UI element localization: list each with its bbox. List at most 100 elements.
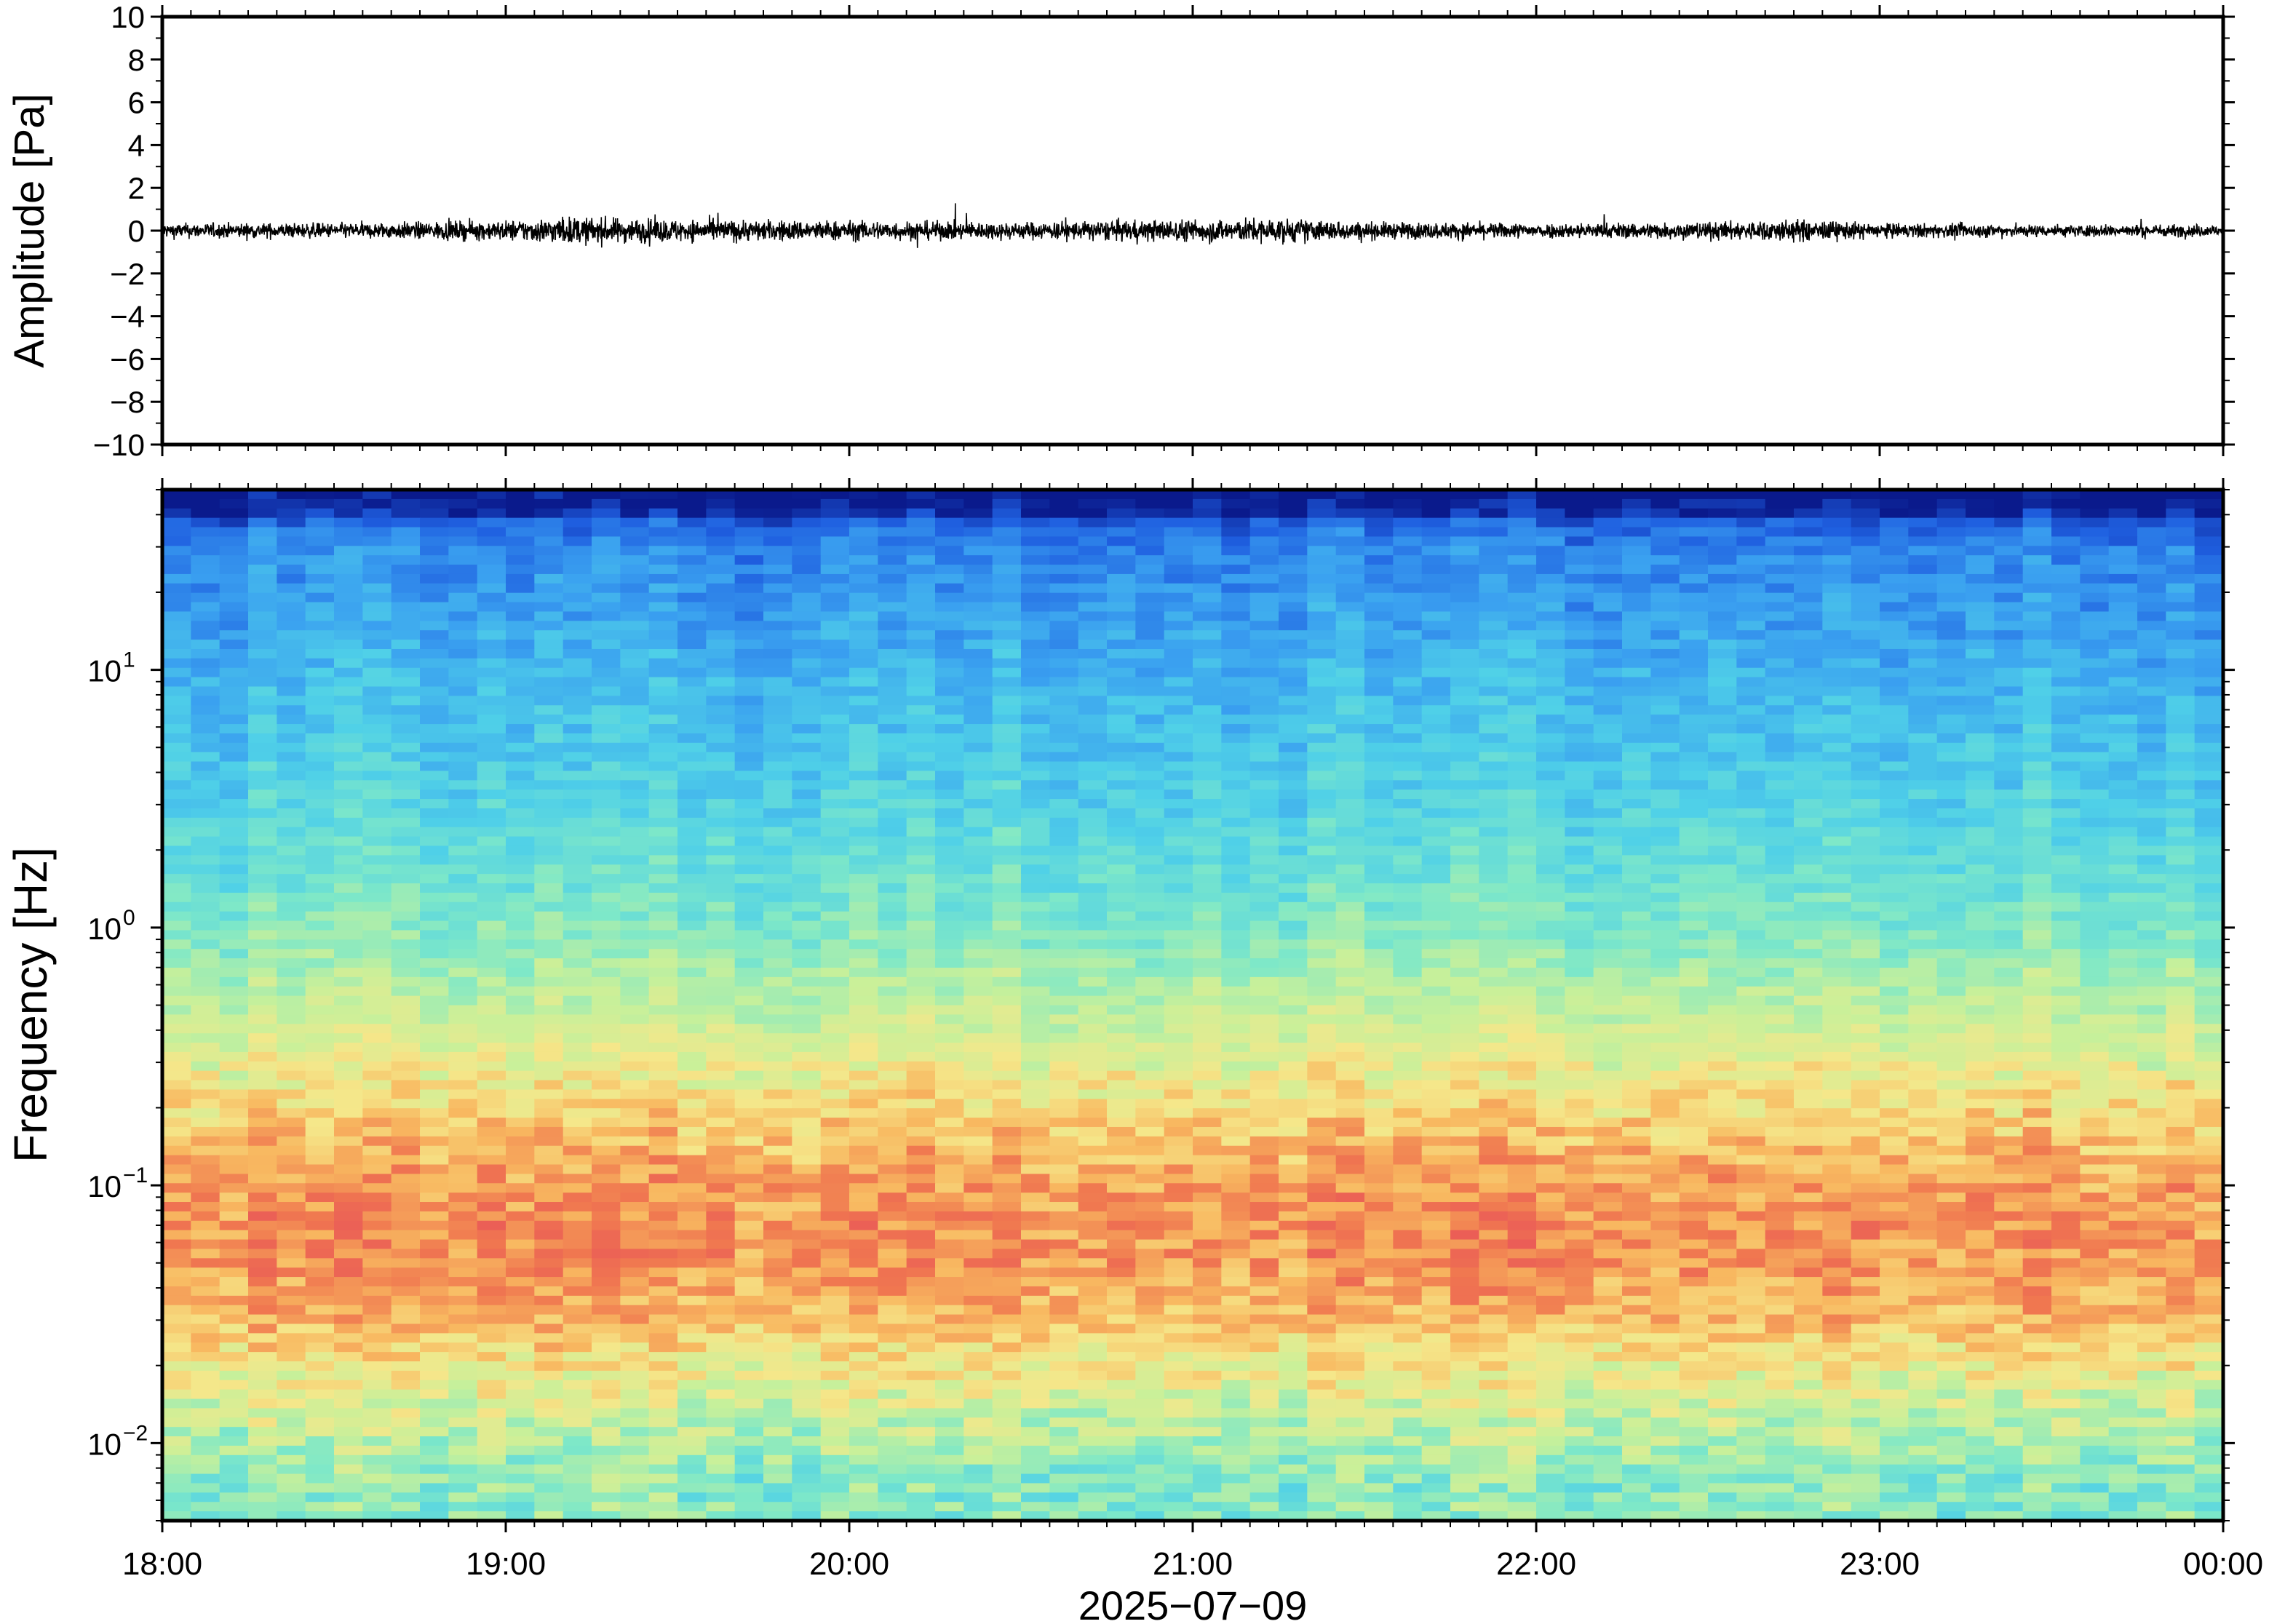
spectrogram-cell: [2194, 583, 2224, 594]
spectrogram-cell: [1393, 1089, 1423, 1100]
spectrogram-cell: [305, 752, 335, 763]
spectrogram-cell: [935, 799, 965, 809]
spectrogram-cell: [935, 658, 965, 669]
spectrogram-cell: [362, 1033, 392, 1043]
spectrogram-cell: [734, 855, 764, 866]
spectrogram-cell: [1135, 1099, 1165, 1109]
spectrogram-cell: [1221, 967, 1251, 978]
spectrogram-cell: [1307, 855, 1337, 866]
spectrogram-cell: [677, 883, 707, 893]
spectrogram-cell: [1021, 1080, 1051, 1091]
spectrogram-cell: [391, 864, 421, 875]
spectrogram-cell: [448, 958, 478, 968]
spectrogram-cell: [1794, 621, 1824, 632]
spectrogram-cell: [1307, 1099, 1337, 1109]
spectrogram-cell: [1078, 986, 1108, 997]
spectrogram-cell: [391, 827, 421, 837]
spectrogram-cell: [1994, 836, 2024, 847]
spectrogram-cell: [162, 939, 192, 950]
spectrogram-cell: [2194, 715, 2224, 725]
spectrogram-cell: [391, 508, 421, 519]
spectrogram-cell: [2194, 901, 2224, 912]
spectrogram-cell: [1966, 602, 1995, 613]
spectrogram-cell: [2108, 498, 2138, 509]
spectrogram-cell: [935, 752, 965, 763]
spectrogram-cell: [677, 930, 707, 941]
spectrogram-cell: [2137, 677, 2167, 688]
spectrogram-cell: [534, 490, 564, 500]
spectrogram-cell: [1908, 1051, 1938, 1062]
spectrogram-cell: [1193, 817, 1223, 828]
spectrogram-cell: [477, 517, 506, 528]
spectrogram-cell: [1908, 799, 1938, 809]
spectrogram-cell: [1593, 1099, 1623, 1109]
spectrogram-cell: [1851, 1005, 1880, 1016]
spectrogram-cell: [2022, 648, 2052, 659]
spectrogram-cell: [1565, 958, 1594, 968]
spectrogram-cell: [648, 874, 678, 884]
spectrogram-cell: [849, 1089, 879, 1100]
spectrogram-cell: [1421, 836, 1451, 847]
spectrogram-cell: [1966, 799, 1995, 809]
spectrogram-cell: [1393, 808, 1423, 819]
spectrogram-cell: [1107, 527, 1137, 538]
spectrogram-cell: [1650, 742, 1680, 753]
spectrogram-cell: [1822, 517, 1852, 528]
spectrogram-cell: [620, 761, 650, 772]
spectrogram-cell: [506, 976, 536, 987]
spectrogram-cell: [2194, 780, 2224, 791]
spectrogram-cell: [1936, 686, 1966, 697]
spectrogram-cell: [1593, 1024, 1623, 1034]
spectrogram-cell: [477, 920, 506, 931]
spectrogram-cell: [1622, 715, 1652, 725]
spectrogram-cell: [162, 546, 192, 556]
spectrogram-cell: [563, 1033, 592, 1043]
spectrogram-cell: [1021, 976, 1051, 987]
spectrogram-cell: [820, 705, 850, 715]
spectrogram-cell: [592, 817, 621, 828]
spectrogram-cell: [1107, 930, 1137, 941]
spectrogram-cell: [906, 836, 936, 847]
spectrogram-cell: [1565, 780, 1594, 791]
spectrogram-cell: [1049, 742, 1079, 753]
spectrogram-cell: [362, 1061, 392, 1072]
spectrogram-cell: [1078, 667, 1108, 678]
spectrogram-cell: [1021, 621, 1051, 632]
spectrogram-cell: [963, 827, 993, 837]
spectrogram-cell: [1908, 536, 1938, 547]
spectrogram-cell: [592, 1043, 621, 1053]
spectrogram-cell: [506, 1080, 536, 1091]
spectrogram-cell: [1279, 733, 1308, 744]
spectrogram-cell: [1221, 995, 1251, 1006]
spectrogram-cell: [1908, 789, 1938, 800]
spectrogram-cell: [1650, 555, 1680, 565]
spectrogram-cell: [1966, 827, 1995, 837]
spectrogram-cell: [248, 508, 278, 519]
spectrogram-cell: [219, 780, 249, 791]
spectrogram-cell: [592, 771, 621, 781]
spectrogram-cell: [906, 771, 936, 781]
spectrogram-cell: [1221, 808, 1251, 819]
spectrogram-cell: [620, 1024, 650, 1034]
spectrogram-cell: [277, 555, 306, 565]
spectrogram-cell: [1335, 939, 1365, 950]
spectrogram-cell: [248, 630, 278, 640]
spectrogram-cell: [1279, 696, 1308, 706]
spectrogram-cell: [2051, 565, 2081, 575]
spectrogram-cell: [792, 686, 822, 697]
spectrogram-cell: [2166, 930, 2196, 941]
spectrogram-cell: [1593, 901, 1623, 912]
spectrogram-cell: [763, 976, 793, 987]
spectrogram-cell: [1421, 490, 1451, 500]
spectrogram-cell: [1593, 1043, 1623, 1053]
spectrogram-cell: [706, 949, 736, 959]
spectrogram-cell: [219, 855, 249, 866]
spectrogram-cell: [362, 527, 392, 538]
spectrogram-cell: [477, 592, 506, 603]
spectrogram-cell: [1507, 855, 1537, 866]
spectrogram-cell: [1364, 845, 1394, 856]
spectrogram-cell: [1078, 705, 1108, 715]
spectrogram-cell: [506, 1051, 536, 1062]
spectrogram-cell: [1507, 958, 1537, 968]
spectrogram-cell: [305, 967, 335, 978]
